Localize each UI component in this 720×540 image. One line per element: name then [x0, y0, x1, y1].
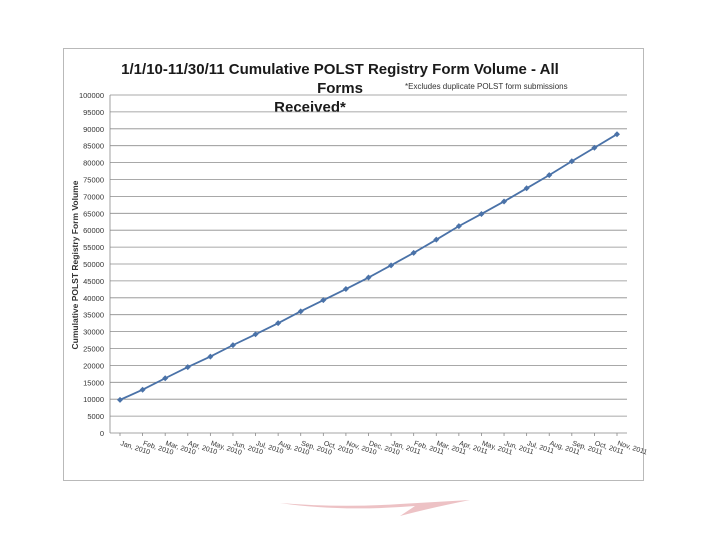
data-point — [207, 353, 214, 360]
data-point — [568, 158, 575, 165]
y-tick-label: 95000 — [83, 108, 104, 117]
data-point — [184, 364, 191, 371]
data-point — [342, 286, 349, 293]
y-tick-label: 35000 — [83, 311, 104, 320]
data-point — [365, 274, 372, 281]
y-tick-label: 25000 — [83, 345, 104, 354]
y-tick-label: 10000 — [83, 395, 104, 404]
data-point — [275, 320, 282, 327]
decorative-swoosh — [280, 500, 470, 516]
data-point — [614, 131, 620, 138]
y-tick-label: 5000 — [87, 412, 104, 421]
y-tick-label: 30000 — [83, 328, 104, 337]
y-tick-label: 75000 — [83, 176, 104, 185]
y-tick-label: 100000 — [79, 91, 104, 100]
data-point — [501, 198, 508, 205]
y-tick-label: 40000 — [83, 294, 104, 303]
data-point — [410, 249, 417, 256]
y-tick-label: 45000 — [83, 277, 104, 286]
y-tick-label: 15000 — [83, 378, 104, 387]
data-point — [139, 386, 146, 393]
data-point — [162, 375, 169, 382]
y-tick-label: 55000 — [83, 243, 104, 252]
data-point — [455, 223, 462, 230]
y-tick-label: 80000 — [83, 159, 104, 168]
data-point — [546, 172, 553, 179]
data-point — [297, 308, 304, 315]
data-point — [320, 297, 327, 304]
y-tick-label: 70000 — [83, 192, 104, 201]
data-point — [117, 396, 123, 403]
y-tick-label: 65000 — [83, 209, 104, 218]
chart-title-line-1: 1/1/10-11/30/11 Cumulative POLST Registr… — [121, 61, 559, 97]
y-tick-label: 50000 — [83, 260, 104, 269]
data-point — [591, 144, 598, 151]
y-tick-label: 60000 — [83, 226, 104, 235]
data-point — [478, 210, 485, 217]
series-line — [119, 133, 618, 401]
data-point — [388, 262, 395, 269]
y-tick-label: 20000 — [83, 361, 104, 370]
data-point — [523, 185, 530, 192]
data-point — [229, 342, 236, 349]
data-point — [252, 331, 259, 338]
data-point — [433, 236, 440, 243]
y-tick-label: 85000 — [83, 142, 104, 151]
y-tick-label: 90000 — [83, 125, 104, 134]
y-tick-label: 0 — [100, 429, 104, 438]
chart-frame — [63, 48, 644, 481]
chart-footnote: *Excludes duplicate POLST form submissio… — [405, 82, 568, 91]
